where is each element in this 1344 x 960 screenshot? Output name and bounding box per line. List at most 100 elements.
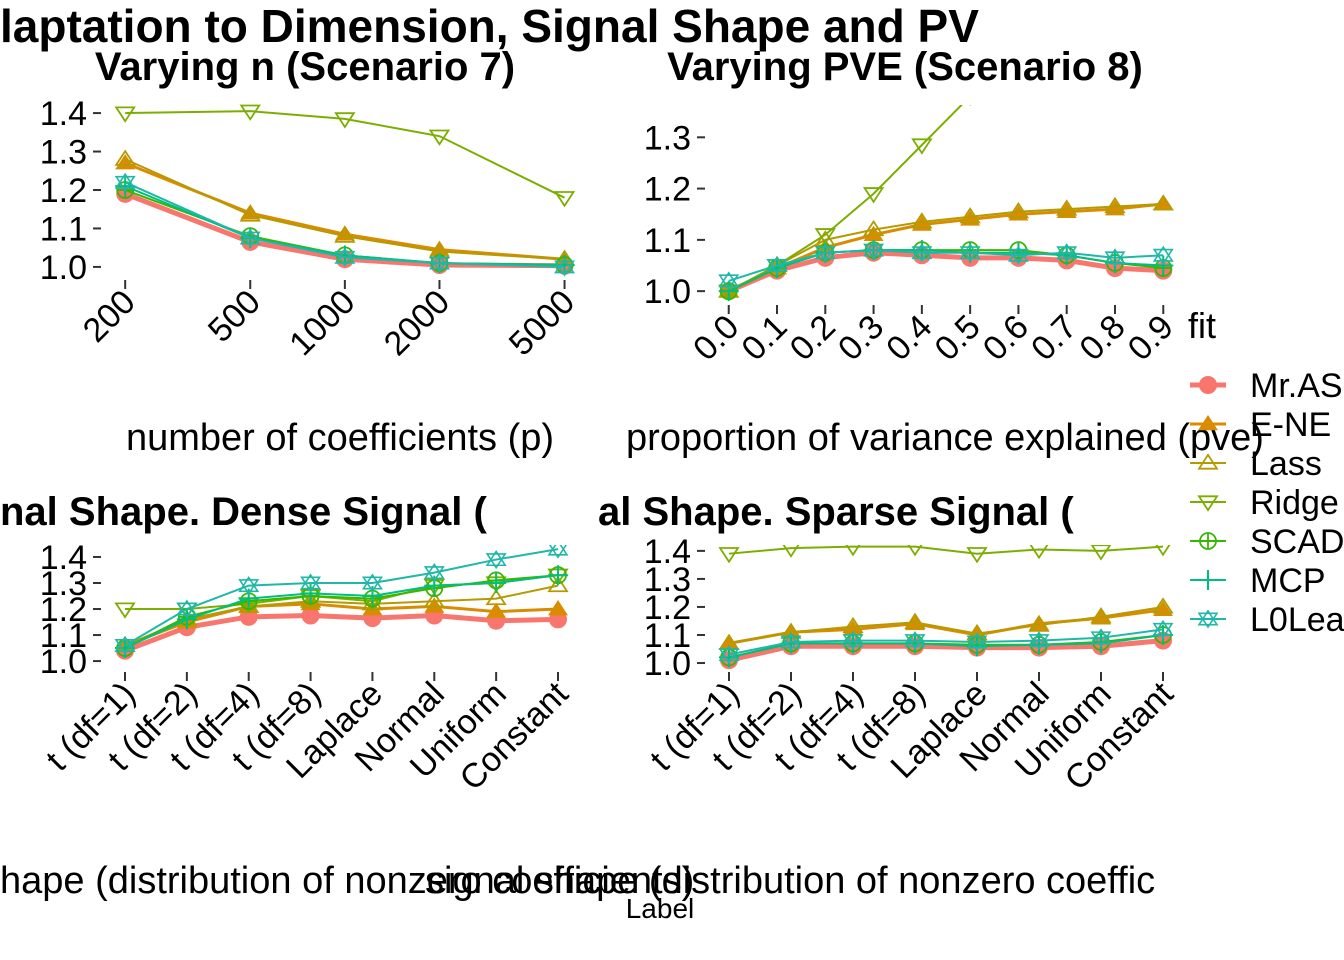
marker-part bbox=[780, 635, 802, 652]
marker-part bbox=[334, 247, 356, 264]
series-line bbox=[124, 602, 559, 647]
x-tick-label: 500 bbox=[201, 283, 268, 350]
series-line bbox=[124, 158, 565, 261]
marker-part bbox=[766, 259, 788, 276]
marker bbox=[553, 191, 576, 208]
marker bbox=[554, 257, 576, 277]
marker bbox=[114, 106, 136, 123]
marker-part bbox=[1152, 622, 1174, 639]
marker bbox=[334, 112, 356, 129]
panel-title: al Shape. Sparse Signal ( bbox=[598, 490, 1074, 534]
marker bbox=[1029, 634, 1049, 655]
marker-part bbox=[1090, 628, 1112, 645]
marker-part bbox=[423, 563, 445, 580]
marker bbox=[845, 545, 861, 557]
marker-part bbox=[549, 545, 567, 559]
marker-part bbox=[969, 105, 971, 107]
legend-label: E-NE bbox=[1250, 406, 1331, 444]
marker-part bbox=[911, 246, 933, 263]
marker-part bbox=[862, 187, 885, 204]
marker-part bbox=[554, 257, 576, 274]
marker-part bbox=[907, 545, 923, 557]
marker-part bbox=[361, 573, 383, 590]
marker bbox=[428, 129, 451, 146]
marker-part bbox=[554, 260, 576, 277]
marker bbox=[1197, 495, 1219, 512]
marker bbox=[428, 253, 450, 273]
marker-part bbox=[485, 588, 507, 606]
marker-part bbox=[114, 602, 136, 619]
marker bbox=[334, 226, 356, 243]
legend-label: Ridge bbox=[1250, 484, 1339, 522]
marker bbox=[1197, 453, 1219, 470]
marker-part bbox=[1152, 248, 1174, 265]
marker bbox=[966, 547, 988, 564]
x-axis-title: proportion of variance explained (pve) bbox=[626, 417, 1264, 459]
marker-part bbox=[781, 623, 801, 639]
marker-part bbox=[1152, 597, 1174, 614]
marker-part bbox=[1152, 194, 1174, 211]
marker bbox=[547, 575, 569, 593]
series-line bbox=[727, 250, 1164, 294]
marker bbox=[967, 636, 987, 657]
x-axis-title: number of coefficients (p) bbox=[126, 417, 554, 459]
series-line bbox=[124, 548, 559, 647]
marker-part bbox=[176, 602, 198, 619]
marker bbox=[299, 591, 322, 608]
marker-part bbox=[1090, 545, 1112, 561]
series-line bbox=[728, 202, 1164, 293]
marker-part bbox=[423, 566, 445, 583]
marker bbox=[718, 271, 740, 291]
marker-part bbox=[1090, 631, 1112, 648]
marker bbox=[176, 609, 197, 630]
marker-part bbox=[114, 638, 136, 656]
legend-title: fit bbox=[1188, 305, 1216, 346]
marker bbox=[1056, 199, 1078, 216]
y-tick-label: 1.2 bbox=[644, 171, 691, 209]
marker bbox=[1198, 570, 1218, 590]
y-tick-label: 1.0 bbox=[644, 273, 691, 311]
panel-title: Varying n (Scenario 7) bbox=[95, 45, 515, 89]
marker-part bbox=[1058, 0, 1076, 2]
marker-part bbox=[1007, 248, 1029, 265]
marker-part bbox=[486, 572, 507, 593]
marker-part bbox=[547, 575, 569, 593]
marker bbox=[911, 243, 933, 263]
marker-part bbox=[842, 634, 864, 651]
plot-area bbox=[718, 0, 1174, 302]
marker bbox=[1199, 376, 1217, 394]
marker bbox=[966, 632, 988, 652]
marker-part bbox=[1197, 453, 1219, 470]
y-tick-label: 1.1 bbox=[40, 210, 87, 248]
marker-part bbox=[334, 250, 356, 267]
marker bbox=[485, 550, 507, 570]
marker-part bbox=[911, 212, 933, 229]
marker-part bbox=[904, 612, 926, 629]
series-line bbox=[124, 584, 559, 647]
marker bbox=[1152, 619, 1174, 639]
panel-title: Varying PVE (Scenario 8) bbox=[667, 45, 1143, 89]
marker-part bbox=[1197, 495, 1219, 512]
marker bbox=[1056, 243, 1078, 263]
marker-part bbox=[1104, 196, 1126, 214]
marker bbox=[114, 149, 136, 166]
marker-part bbox=[334, 112, 356, 129]
marker-part bbox=[719, 634, 739, 650]
marker bbox=[114, 172, 136, 192]
marker bbox=[361, 573, 383, 593]
series-line bbox=[728, 249, 1164, 293]
y-tick-label: 1.3 bbox=[40, 565, 87, 603]
marker-part bbox=[1152, 619, 1174, 636]
y-tick-label: 1.3 bbox=[40, 134, 87, 172]
marker bbox=[782, 545, 800, 558]
marker bbox=[959, 207, 981, 224]
marker-part bbox=[718, 645, 740, 662]
legend-label: Lass bbox=[1250, 445, 1322, 483]
marker-part bbox=[428, 256, 450, 273]
marker bbox=[969, 105, 971, 107]
marker bbox=[719, 634, 739, 650]
marker-part bbox=[863, 225, 884, 242]
marker-part bbox=[967, 636, 987, 657]
marker-part bbox=[239, 104, 261, 121]
marker-part bbox=[1197, 612, 1219, 629]
